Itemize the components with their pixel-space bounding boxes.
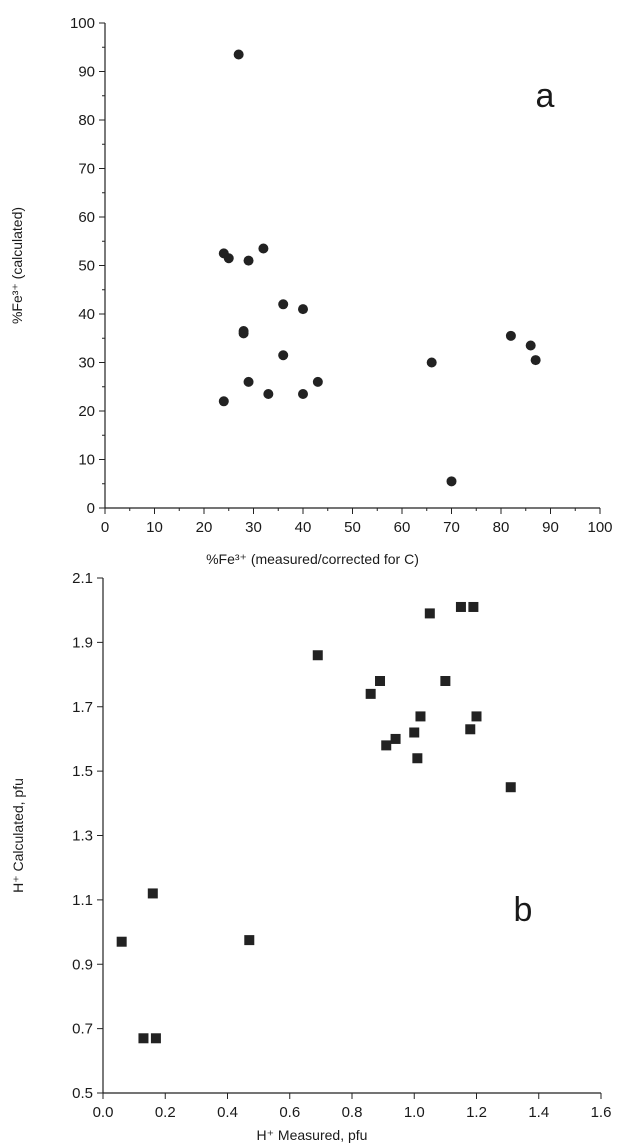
x-tick-label: 0.0: [93, 1104, 114, 1121]
data-point: [412, 753, 423, 764]
data-point: [409, 727, 420, 738]
x-tick-label: 1.2: [466, 1104, 487, 1121]
panel-label: a: [536, 77, 555, 115]
data-point: [244, 935, 255, 946]
y-tick-label: 2.1: [72, 570, 93, 587]
x-axis-label: %Fe³⁺ (measured/corrected for C): [206, 551, 419, 567]
data-point: [278, 299, 289, 310]
data-point: [278, 350, 289, 361]
data-point: [263, 389, 274, 400]
data-point: [390, 733, 401, 744]
x-tick-label: 90: [542, 519, 559, 536]
x-tick-label: 60: [394, 519, 411, 536]
data-point: [471, 711, 482, 722]
data-point: [426, 357, 437, 368]
x-tick-label: 0.4: [217, 1104, 238, 1121]
x-tick-label: 0.6: [279, 1104, 300, 1121]
panel-b: 0.0 0.2 0.4 0.6 0.8 1.0 1.2 1.4 1.6 0.5 0.7 0.9 1.1 1…: [10, 570, 611, 1143]
y-tick-label: 1.1: [72, 892, 93, 909]
x-tick-label: 100: [587, 519, 612, 536]
data-point: [505, 782, 516, 793]
data-point: [238, 328, 249, 339]
y-tick-label: 30: [78, 355, 95, 372]
y-tick-label: 60: [78, 209, 95, 226]
data-point: [147, 888, 158, 899]
panel-label: b: [514, 891, 533, 929]
data-point: [243, 376, 254, 387]
y-axis-label: H⁺ Calculated, pfu: [10, 778, 26, 893]
x-tick-label: 1.4: [528, 1104, 549, 1121]
data-point: [525, 340, 536, 351]
data-point: [468, 601, 479, 612]
data-point: [424, 608, 435, 619]
y-tick-label: 0.5: [72, 1085, 93, 1102]
data-point: [530, 355, 541, 366]
data-point: [233, 49, 244, 60]
x-tick-label: 1.0: [404, 1104, 425, 1121]
data-point: [455, 601, 466, 612]
y-tick-label: 80: [78, 112, 95, 129]
data-point: [415, 711, 426, 722]
y-tick-label: 50: [78, 258, 95, 275]
x-tick-label: 10: [146, 519, 163, 536]
x-tick-label: 20: [196, 519, 213, 536]
data-point: [243, 255, 254, 266]
data-point: [150, 1033, 161, 1044]
x-tick-label: 0.2: [155, 1104, 176, 1121]
x-tick-label: 70: [443, 519, 460, 536]
data-point: [258, 243, 269, 254]
x-axis-label: H⁺ Measured, pfu: [257, 1127, 368, 1143]
data-point: [138, 1033, 149, 1044]
y-tick-label: 70: [78, 161, 95, 178]
data-point: [375, 676, 386, 686]
data-point: [116, 936, 127, 947]
data-point: [365, 688, 376, 699]
x-tick-label: 40: [295, 519, 312, 536]
y-tick-label: 0.9: [72, 956, 93, 973]
x-tick-label: 1.6: [591, 1104, 612, 1121]
data-point: [505, 330, 516, 341]
y-tick-label: 20: [78, 403, 95, 420]
y-tick-label: 0: [87, 500, 95, 517]
y-tick-label: 1.3: [72, 828, 93, 845]
data-point: [446, 476, 457, 487]
data-point: [218, 396, 229, 407]
y-tick-label: 0.7: [72, 1021, 93, 1038]
y-tick-label: 1.5: [72, 763, 93, 780]
data-point: [312, 650, 323, 661]
data-point: [381, 740, 392, 751]
data-point: [465, 724, 476, 735]
x-tick-label: 0.8: [342, 1104, 363, 1121]
data-point: [298, 304, 308, 315]
y-tick-label: 90: [78, 64, 95, 81]
data-point: [312, 376, 323, 387]
x-tick-label: 30: [245, 519, 262, 536]
y-axis-label: %Fe³⁺ (calculated): [9, 207, 25, 324]
y-tick-label: 1.7: [72, 699, 93, 716]
y-tick-label: 40: [78, 306, 95, 323]
data-point: [223, 253, 234, 264]
y-tick-label: 100: [70, 15, 95, 32]
x-tick-label: 50: [344, 519, 361, 536]
y-tick-label: 10: [78, 452, 95, 469]
data-point: [440, 676, 451, 686]
y-tick-label: 1.9: [72, 634, 93, 651]
x-tick-label: 0: [101, 519, 109, 536]
data-point: [298, 389, 308, 400]
panel-a: 0 10 20 30 40 50 60 70 80 90 100 0 10 20 30 40 50 60 70 80 9…: [9, 15, 613, 567]
x-tick-label: 80: [493, 519, 510, 536]
